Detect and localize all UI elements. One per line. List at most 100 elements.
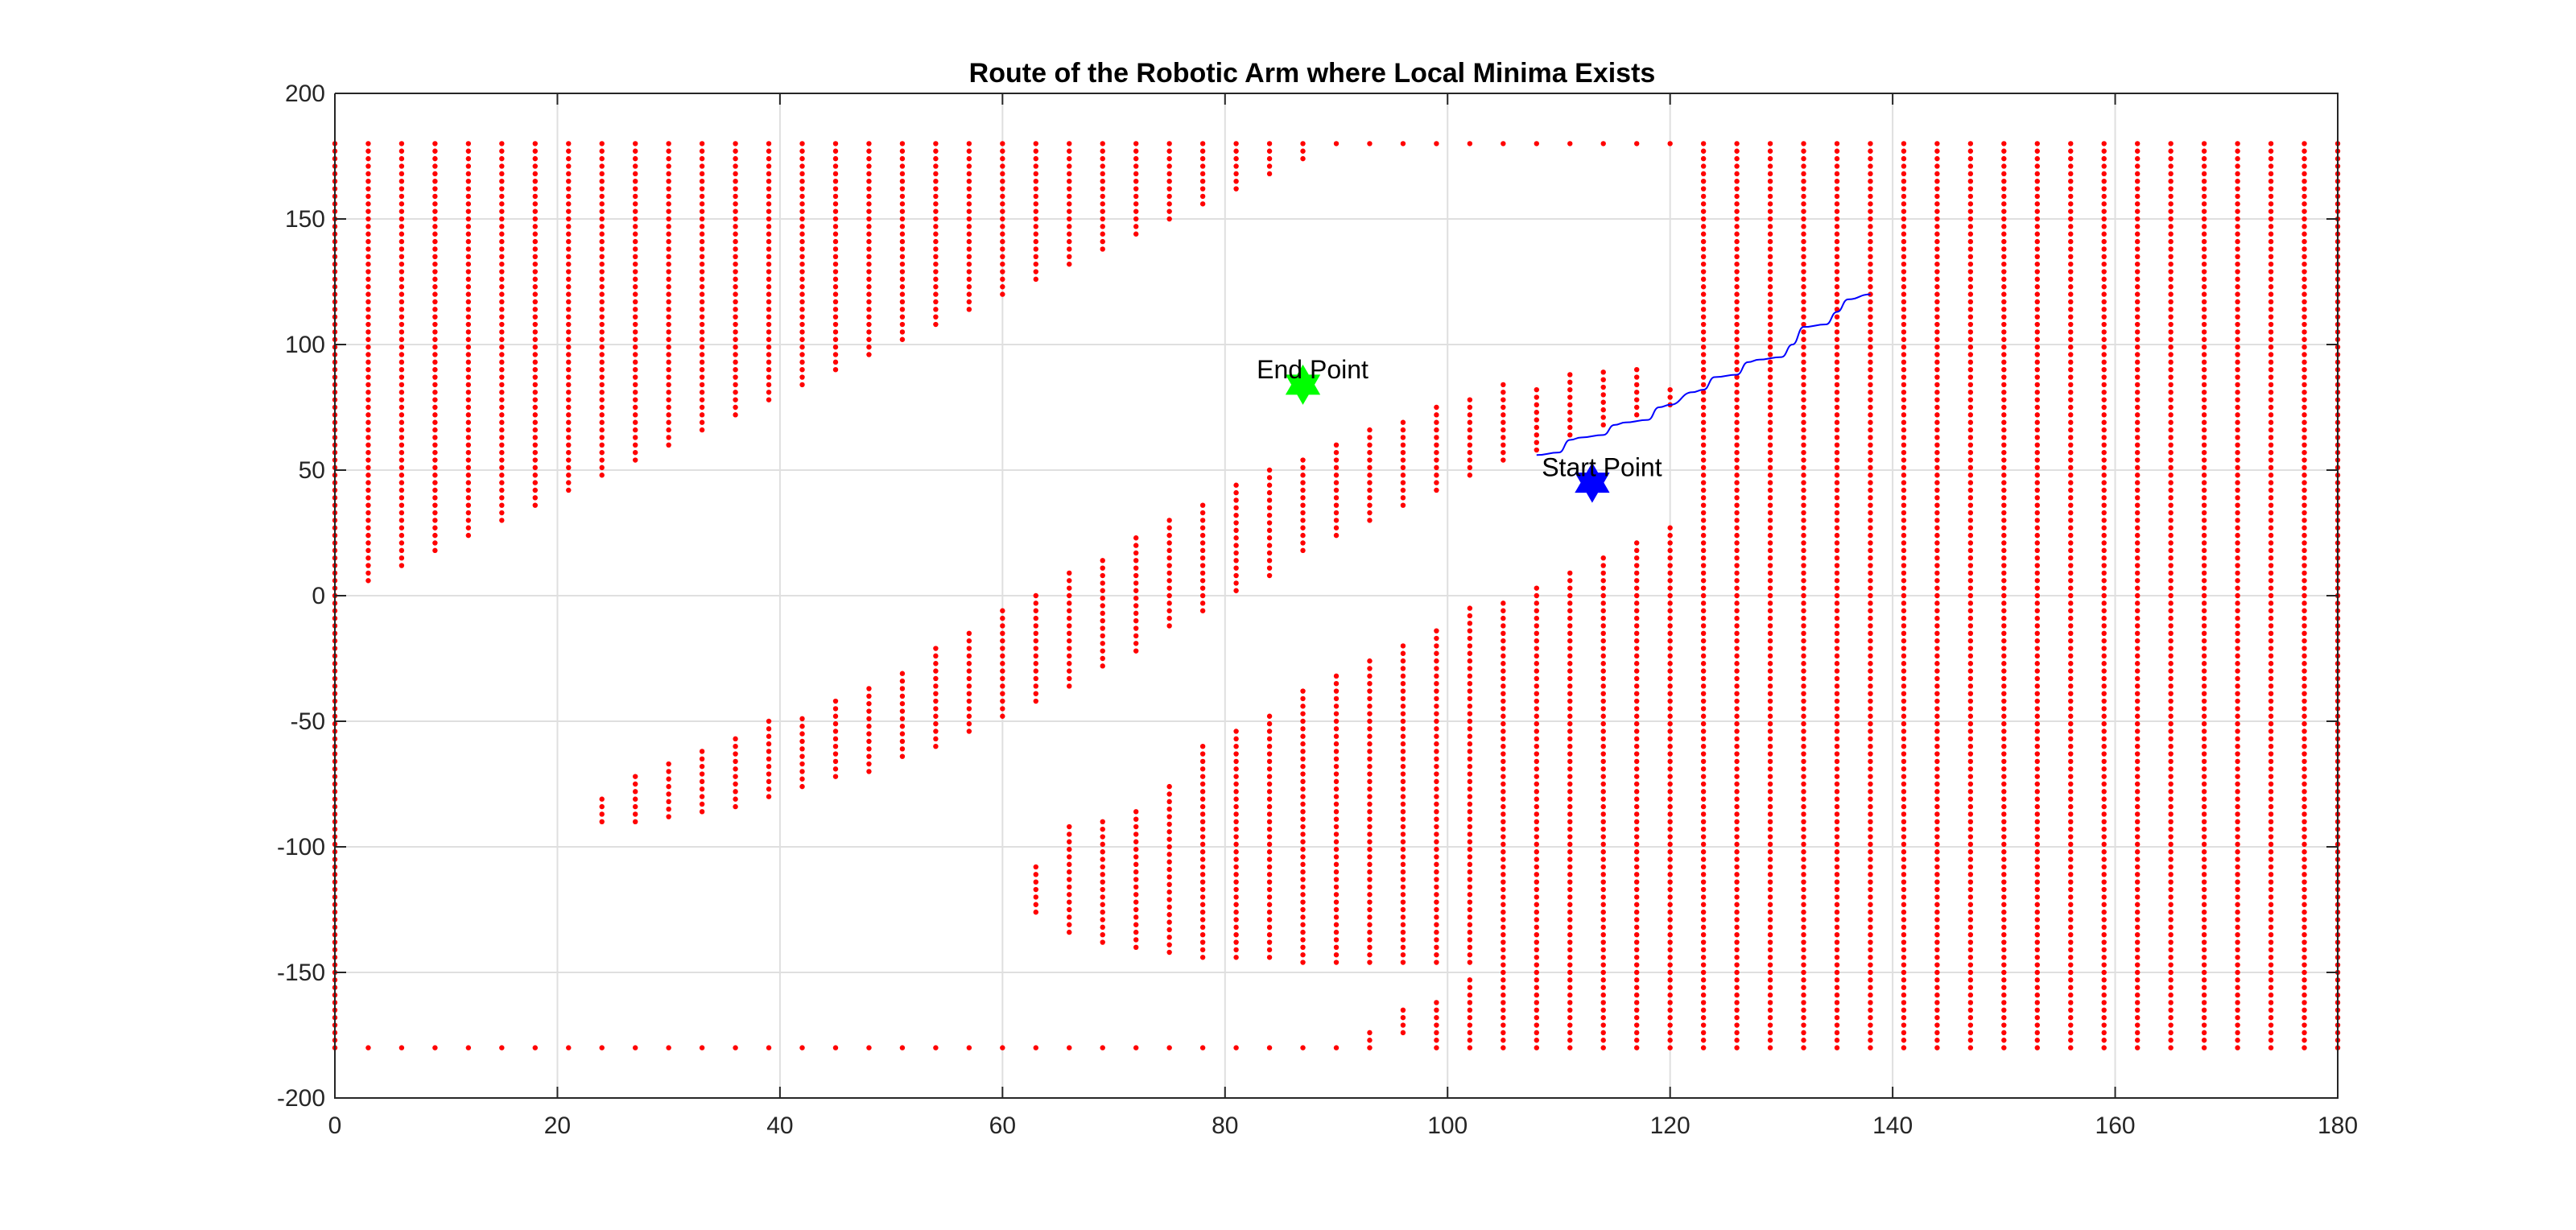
obstacle-point	[1033, 698, 1039, 704]
obstacle-point	[832, 744, 839, 749]
obstacle-point	[2101, 464, 2107, 471]
obstacle-point	[532, 321, 538, 328]
obstacle-point	[365, 321, 371, 328]
obstacle-point	[899, 179, 906, 184]
obstacle-point	[1734, 977, 1740, 983]
obstacle-point	[1901, 841, 1907, 848]
obstacle-point	[666, 163, 671, 169]
obstacle-point	[2101, 578, 2107, 584]
obstacle-point	[1333, 487, 1340, 493]
obstacle-point	[2268, 917, 2274, 922]
obstacle-point	[832, 201, 839, 207]
obstacle-point	[1868, 939, 1873, 945]
obstacle-point	[1834, 638, 1840, 644]
obstacle-point	[2268, 487, 2274, 493]
obstacle-point	[2135, 449, 2140, 456]
obstacle-point	[365, 208, 371, 214]
obstacle-point	[2034, 691, 2040, 696]
obstacle-point	[1834, 397, 1840, 402]
obstacle-point	[1567, 1000, 1573, 1005]
obstacle-point	[1934, 435, 1940, 440]
obstacle-point	[733, 796, 738, 802]
obstacle-point	[1067, 892, 1072, 898]
obstacle-point	[365, 397, 371, 402]
obstacle-point	[532, 352, 538, 357]
obstacle-point	[1266, 766, 1273, 772]
obstacle-point	[1199, 502, 1206, 508]
obstacle-point	[733, 397, 738, 402]
obstacle-point	[2068, 969, 2074, 976]
obstacle-point	[733, 774, 738, 779]
obstacle-point	[966, 299, 972, 305]
obstacle-point	[2168, 570, 2174, 576]
obstacle-point	[2068, 442, 2074, 448]
obstacle-point	[2168, 457, 2174, 463]
obstacle-point	[1868, 510, 1873, 516]
obstacle-point	[1634, 856, 1640, 862]
obstacle-point	[599, 1045, 605, 1050]
obstacle-point	[2301, 947, 2307, 953]
obstacle-point	[2235, 179, 2240, 184]
obstacle-point	[2301, 849, 2307, 855]
obstacle-point	[1367, 449, 1373, 456]
obstacle-point	[599, 179, 605, 184]
obstacle-point	[2168, 480, 2174, 485]
obstacle-point	[1700, 299, 1707, 305]
obstacle-point	[1700, 186, 1707, 192]
obstacle-point	[2168, 419, 2174, 425]
obstacle-point	[1434, 756, 1439, 762]
obstacle-point	[1734, 803, 1740, 810]
obstacle-point	[2235, 291, 2240, 297]
obstacle-point	[465, 427, 472, 433]
obstacle-point	[1600, 1045, 1606, 1050]
obstacle-point	[633, 811, 638, 817]
obstacle-point	[1100, 849, 1105, 855]
obstacle-point	[2068, 352, 2074, 357]
obstacle-point	[532, 141, 538, 147]
obstacle-point	[699, 163, 705, 169]
obstacle-point	[2235, 736, 2240, 742]
obstacle-point	[2301, 163, 2307, 169]
obstacle-point	[2168, 224, 2174, 229]
obstacle-point	[1434, 869, 1439, 875]
obstacle-point	[2168, 238, 2174, 245]
obstacle-point	[1734, 457, 1740, 463]
obstacle-point	[766, 374, 772, 380]
obstacle-point	[365, 419, 371, 425]
obstacle-point	[1567, 402, 1573, 408]
obstacle-point	[2301, 487, 2307, 493]
obstacle-point	[1333, 823, 1340, 830]
obstacle-point	[1567, 372, 1573, 378]
obstacle-point	[2168, 359, 2174, 365]
obstacle-point	[465, 382, 472, 388]
obstacle-point	[1901, 193, 1907, 200]
obstacle-point	[2201, 525, 2207, 530]
obstacle-point	[1868, 495, 1873, 501]
obstacle-point	[1967, 623, 1974, 629]
obstacle-point	[933, 653, 939, 659]
obstacle-point	[2301, 518, 2307, 523]
obstacle-point	[1700, 638, 1707, 644]
obstacle-point	[1734, 1022, 1740, 1028]
obstacle-point	[933, 238, 939, 245]
obstacle-point	[2068, 713, 2074, 719]
obstacle-point	[1801, 909, 1806, 915]
obstacle-point	[1467, 688, 1473, 694]
obstacle-point	[2301, 179, 2307, 184]
obstacle-point	[1467, 442, 1473, 448]
obstacle-point	[832, 359, 839, 365]
obstacle-point	[2068, 864, 2074, 870]
obstacle-point	[2034, 480, 2040, 485]
obstacle-point	[1233, 751, 1239, 757]
obstacle-point	[1300, 861, 1306, 868]
obstacle-point	[1467, 794, 1473, 799]
obstacle-point	[1767, 992, 1773, 998]
obstacle-point	[899, 208, 906, 214]
obstacle-point	[2301, 902, 2307, 907]
obstacle-point	[1567, 947, 1573, 953]
obstacle-point	[2101, 1007, 2107, 1013]
obstacle-point	[2034, 902, 2040, 907]
obstacle-point	[432, 141, 438, 147]
obstacle-point	[1634, 646, 1640, 651]
obstacle-point	[1199, 886, 1206, 893]
